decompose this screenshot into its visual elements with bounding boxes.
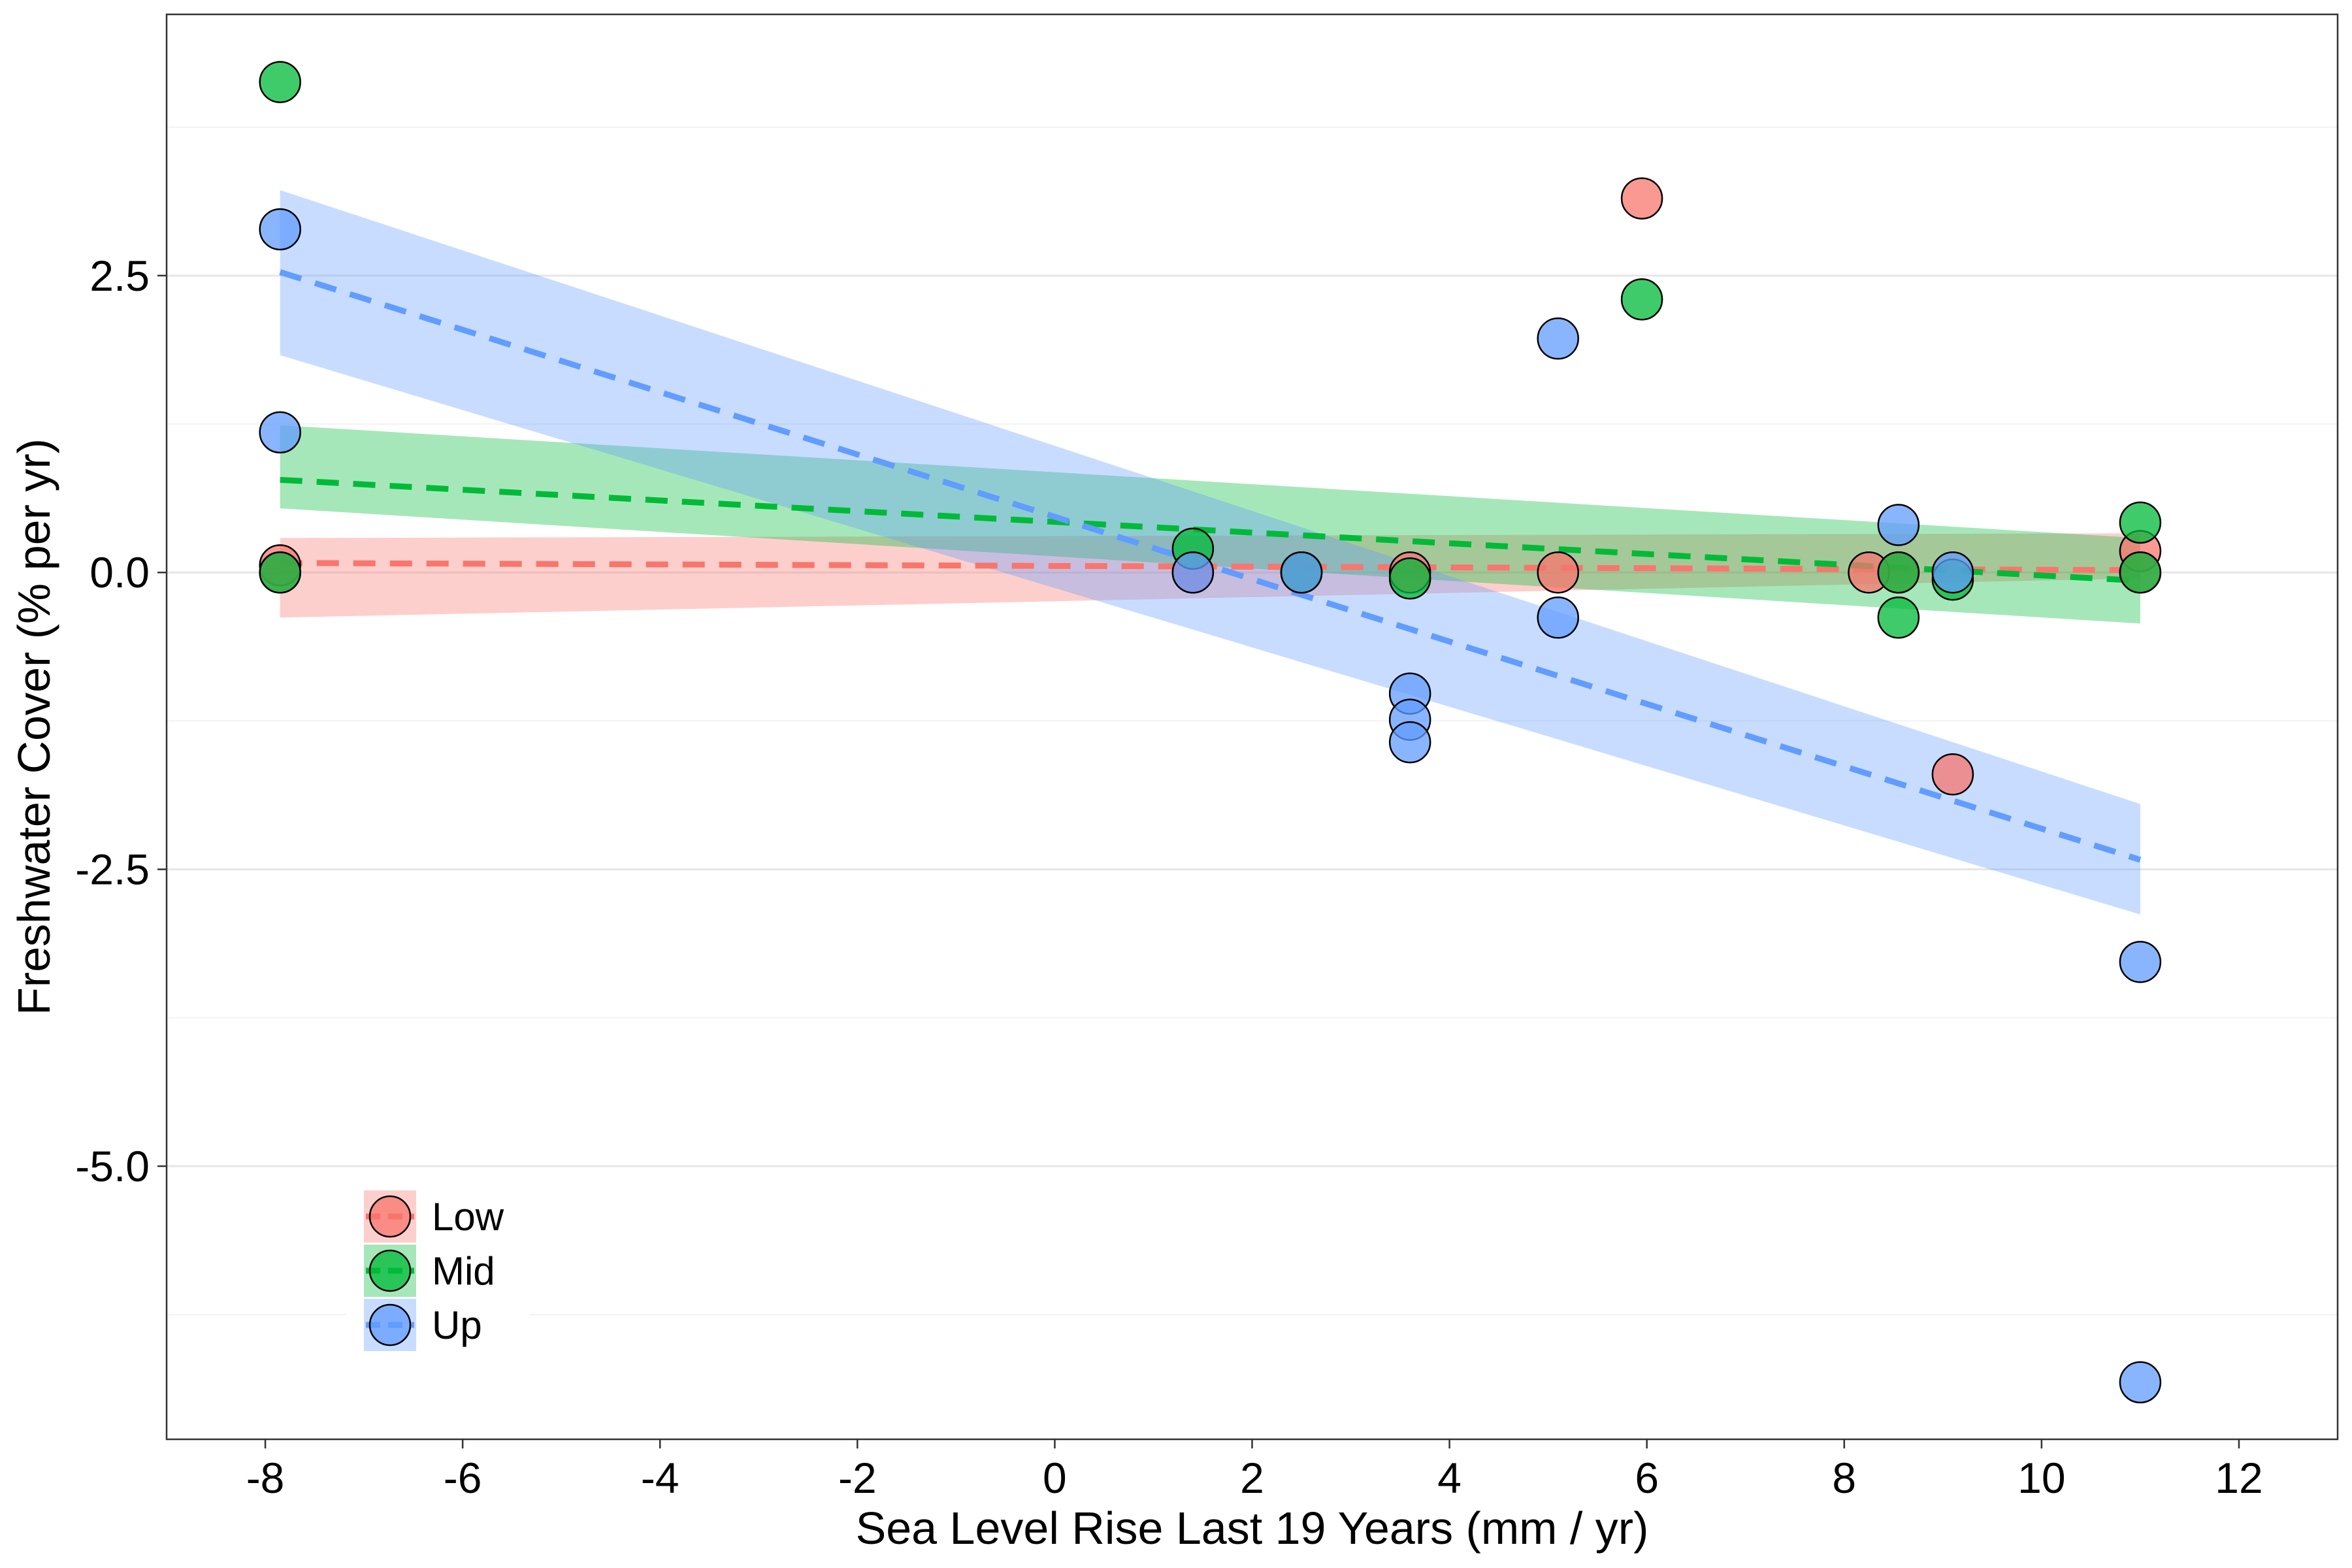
data-point-up xyxy=(1280,551,1323,594)
data-point-up xyxy=(2119,1361,2162,1404)
data-point-mid xyxy=(2119,501,2162,544)
x-axis-title: Sea Level Rise Last 19 Years (mm / yr) xyxy=(856,1503,1649,1554)
data-point-low xyxy=(1537,551,1579,594)
data-point-up xyxy=(259,411,301,454)
data-point-up xyxy=(1931,551,1974,594)
legend-item-low: Low xyxy=(364,1190,504,1243)
y-axis-title: Freshwater Cover (% per yr) xyxy=(8,438,59,1015)
y-tick-label: -2.5 xyxy=(75,845,150,894)
y-tick-label: 2.5 xyxy=(90,252,150,300)
data-point-up xyxy=(2119,941,2162,983)
data-point-low xyxy=(1620,177,1663,220)
legend-key-point xyxy=(368,1195,412,1238)
x-tick-label: 6 xyxy=(1635,1454,1659,1502)
data-point-up xyxy=(1537,596,1579,639)
legend-key-point xyxy=(368,1249,412,1292)
data-point-up xyxy=(259,208,301,251)
x-tick-label: -8 xyxy=(246,1454,285,1502)
data-point-mid xyxy=(1388,557,1431,600)
x-tick-label: 0 xyxy=(1043,1454,1067,1502)
x-tick-label: 10 xyxy=(2017,1454,2065,1502)
data-point-mid xyxy=(2119,551,2162,594)
data-points xyxy=(259,61,2162,1404)
y-tick-label: -5.0 xyxy=(75,1142,150,1190)
x-tick-label: 2 xyxy=(1240,1454,1264,1502)
data-point-up xyxy=(1537,317,1579,360)
data-point-up xyxy=(1877,504,1920,546)
legend-label: Up xyxy=(432,1303,482,1347)
data-point-up xyxy=(1388,721,1431,764)
legend-item-up: Up xyxy=(364,1299,482,1351)
axes: -8 -6 -4 -2 0 2 4 6 8 10 12 2.5 0.0 -2.5 -5.0 xyxy=(75,252,2262,1502)
data-point-up xyxy=(1171,551,1215,594)
data-point-mid xyxy=(259,61,301,103)
data-point-low xyxy=(1931,753,1974,796)
legend-item-mid: Mid xyxy=(364,1245,495,1297)
x-tick-label: -6 xyxy=(444,1454,482,1502)
data-point-mid xyxy=(259,551,301,594)
y-tick-label: 0.0 xyxy=(90,548,150,596)
trend-line-up xyxy=(279,269,2142,863)
x-tick-label: -4 xyxy=(641,1454,679,1502)
legend-label: Mid xyxy=(432,1249,495,1293)
legend-label: Low xyxy=(432,1195,504,1239)
data-point-mid xyxy=(1877,551,1920,594)
x-tick-label: 12 xyxy=(2215,1454,2262,1502)
x-tick-label: 8 xyxy=(1832,1454,1856,1502)
confidence-band-mid xyxy=(280,425,2140,624)
x-tick-label: -2 xyxy=(838,1454,877,1502)
data-point-mid xyxy=(1620,278,1663,321)
data-point-mid xyxy=(1877,596,1920,639)
legend: Low Mid Up xyxy=(346,1176,529,1352)
trend-line-mid xyxy=(280,476,2141,584)
legend-key-point xyxy=(368,1303,412,1347)
x-tick-label: 4 xyxy=(1437,1454,1462,1502)
